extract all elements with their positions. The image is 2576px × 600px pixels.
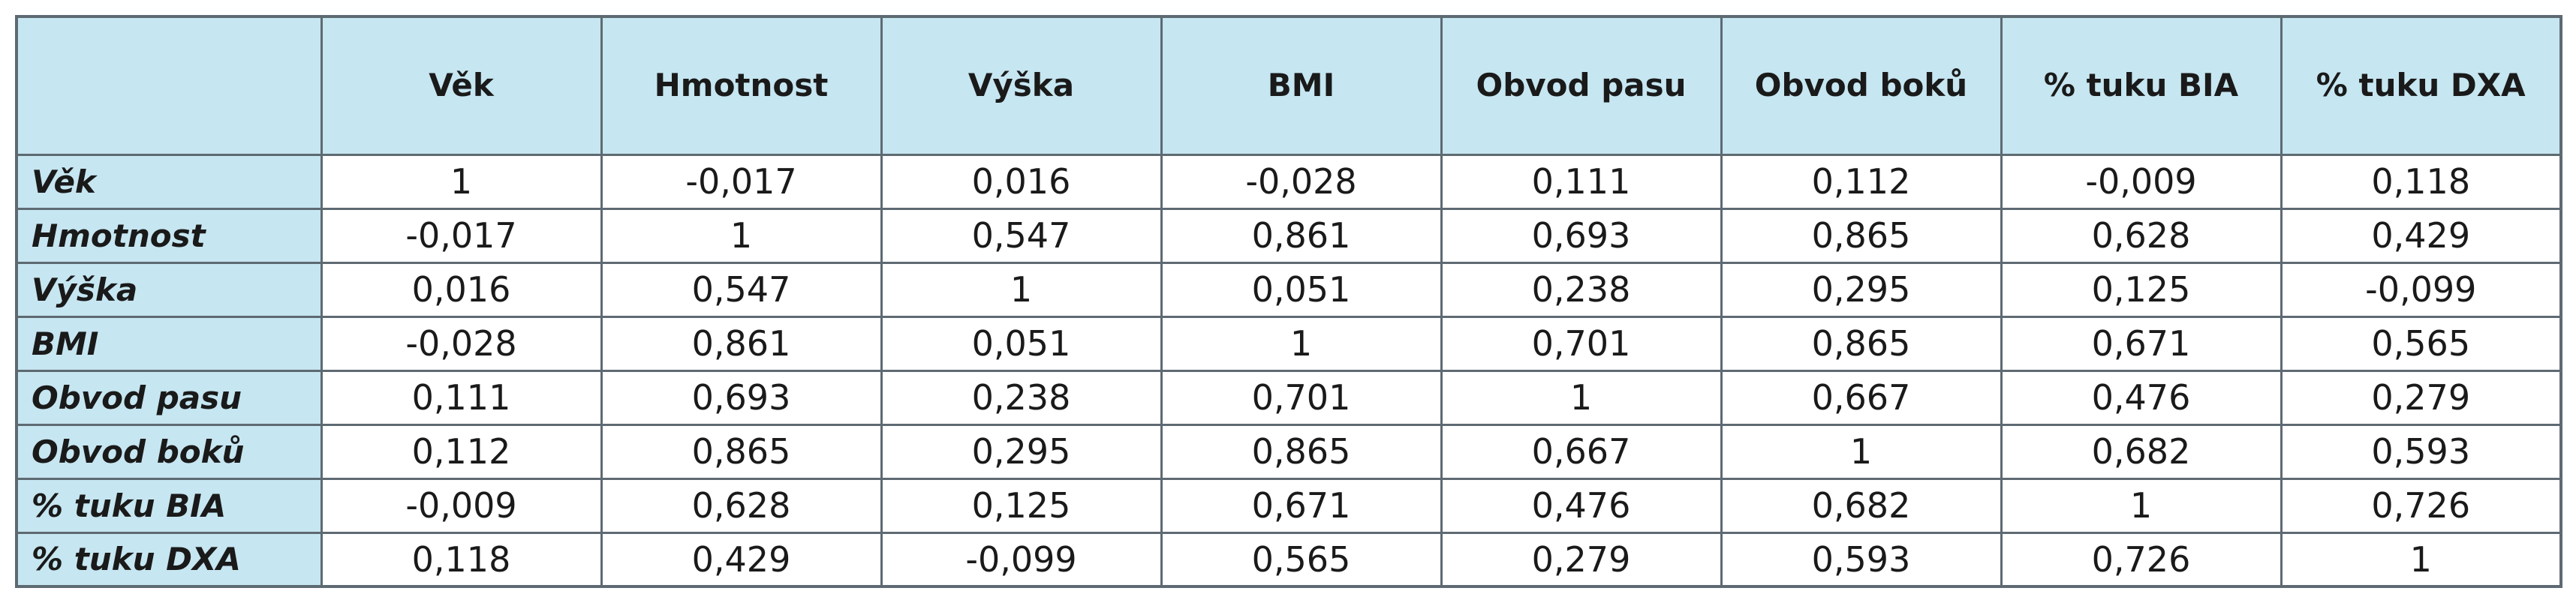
row-label: Věk — [15, 153, 323, 210]
table-cell: 1 — [320, 153, 603, 210]
table-cell: 0,111 — [320, 369, 603, 426]
table-cell: -0,099 — [2280, 261, 2562, 318]
table-cell: 0,671 — [1160, 477, 1443, 534]
correlation-table: Věk Hmotnost Výška BMI Obvod pasu Obvod … — [15, 15, 2562, 588]
table-cell: 0,865 — [600, 423, 883, 480]
table-cell: 0,593 — [2280, 423, 2562, 480]
table-cell: 0,865 — [1160, 423, 1443, 480]
table-cell: 0,547 — [600, 261, 883, 318]
table-cell: 0,667 — [1720, 369, 2003, 426]
row-label: Výška — [15, 261, 323, 318]
table-cell: 0,238 — [1440, 261, 1723, 318]
table-cell: 0,476 — [1440, 477, 1723, 534]
table-cell: -0,017 — [600, 153, 883, 210]
table-cell: 0,051 — [1160, 261, 1443, 318]
table-cell: 0,682 — [2000, 423, 2283, 480]
table-cell: -0,017 — [320, 207, 603, 264]
table-cell: 0,701 — [1160, 369, 1443, 426]
table-cell: 0,628 — [600, 477, 883, 534]
table-cell: 0,682 — [1720, 477, 2003, 534]
corner-cell — [15, 15, 323, 156]
table-cell: 0,051 — [880, 315, 1163, 372]
table-cell: 0,429 — [2280, 207, 2562, 264]
table-cell: 0,726 — [2280, 477, 2562, 534]
table-cell: 0,118 — [320, 531, 603, 588]
table-cell: -0,009 — [2000, 153, 2283, 210]
table-cell: 1 — [1160, 315, 1443, 372]
row-label: Hmotnost — [15, 207, 323, 264]
correlation-table-container: Věk Hmotnost Výška BMI Obvod pasu Obvod … — [15, 15, 2562, 588]
table-cell: -0,028 — [1160, 153, 1443, 210]
column-header: BMI — [1160, 15, 1443, 156]
table-cell: 0,279 — [2280, 369, 2562, 426]
table-cell: 1 — [2000, 477, 2283, 534]
table-cell: 0,112 — [320, 423, 603, 480]
column-header: Obvod boků — [1720, 15, 2003, 156]
row-label: Obvod boků — [15, 423, 323, 480]
table-cell: 0,016 — [320, 261, 603, 318]
table-cell: 0,111 — [1440, 153, 1723, 210]
table-cell: 0,429 — [600, 531, 883, 588]
table-cell: 0,701 — [1440, 315, 1723, 372]
table-cell: 0,125 — [2000, 261, 2283, 318]
table-cell: 0,671 — [2000, 315, 2283, 372]
table-row: % tuku BIA -0,009 0,628 0,125 0,671 0,47… — [15, 477, 2562, 534]
table-cell: 0,112 — [1720, 153, 2003, 210]
table-row: Obvod pasu 0,111 0,693 0,238 0,701 1 0,6… — [15, 369, 2562, 426]
table-cell: 0,693 — [1440, 207, 1723, 264]
column-header: Obvod pasu — [1440, 15, 1723, 156]
table-row: Věk 1 -0,017 0,016 -0,028 0,111 0,112 -0… — [15, 153, 2562, 210]
header-row: Věk Hmotnost Výška BMI Obvod pasu Obvod … — [15, 15, 2562, 156]
table-cell: 0,547 — [880, 207, 1163, 264]
column-header: Hmotnost — [600, 15, 883, 156]
table-cell: 1 — [2280, 531, 2562, 588]
table-cell: 0,693 — [600, 369, 883, 426]
table-cell: 0,118 — [2280, 153, 2562, 210]
table-cell: 0,238 — [880, 369, 1163, 426]
table-cell: -0,028 — [320, 315, 603, 372]
column-header: Výška — [880, 15, 1163, 156]
table-cell: 0,667 — [1440, 423, 1723, 480]
row-label: Obvod pasu — [15, 369, 323, 426]
table-cell: 0,295 — [1720, 261, 2003, 318]
table-cell: 0,476 — [2000, 369, 2283, 426]
table-row: Výška 0,016 0,547 1 0,051 0,238 0,295 0,… — [15, 261, 2562, 318]
row-label: % tuku DXA — [15, 531, 323, 588]
table-cell: 1 — [1720, 423, 2003, 480]
table-cell: 0,565 — [2280, 315, 2562, 372]
table-cell: 1 — [600, 207, 883, 264]
column-header: Věk — [320, 15, 603, 156]
row-label: % tuku BIA — [15, 477, 323, 534]
table-cell: 0,279 — [1440, 531, 1723, 588]
table-cell: 0,628 — [2000, 207, 2283, 264]
table-row: % tuku DXA 0,118 0,429 -0,099 0,565 0,27… — [15, 531, 2562, 588]
table-cell: 1 — [880, 261, 1163, 318]
table-row: Hmotnost -0,017 1 0,547 0,861 0,693 0,86… — [15, 207, 2562, 264]
table-cell: 0,016 — [880, 153, 1163, 210]
table-cell: 0,861 — [1160, 207, 1443, 264]
row-label: BMI — [15, 315, 323, 372]
table-cell: 0,861 — [600, 315, 883, 372]
table-cell: 0,565 — [1160, 531, 1443, 588]
table-cell: 1 — [1440, 369, 1723, 426]
table-cell: -0,099 — [880, 531, 1163, 588]
column-header: % tuku DXA — [2280, 15, 2562, 156]
table-row: Obvod boků 0,112 0,865 0,295 0,865 0,667… — [15, 423, 2562, 480]
table-cell: 0,865 — [1720, 207, 2003, 264]
table-cell: 0,295 — [880, 423, 1163, 480]
table-cell: 0,593 — [1720, 531, 2003, 588]
column-header: % tuku BIA — [2000, 15, 2283, 156]
table-cell: 0,125 — [880, 477, 1163, 534]
table-row: BMI -0,028 0,861 0,051 1 0,701 0,865 0,6… — [15, 315, 2562, 372]
table-cell: -0,009 — [320, 477, 603, 534]
table-cell: 0,726 — [2000, 531, 2283, 588]
table-cell: 0,865 — [1720, 315, 2003, 372]
